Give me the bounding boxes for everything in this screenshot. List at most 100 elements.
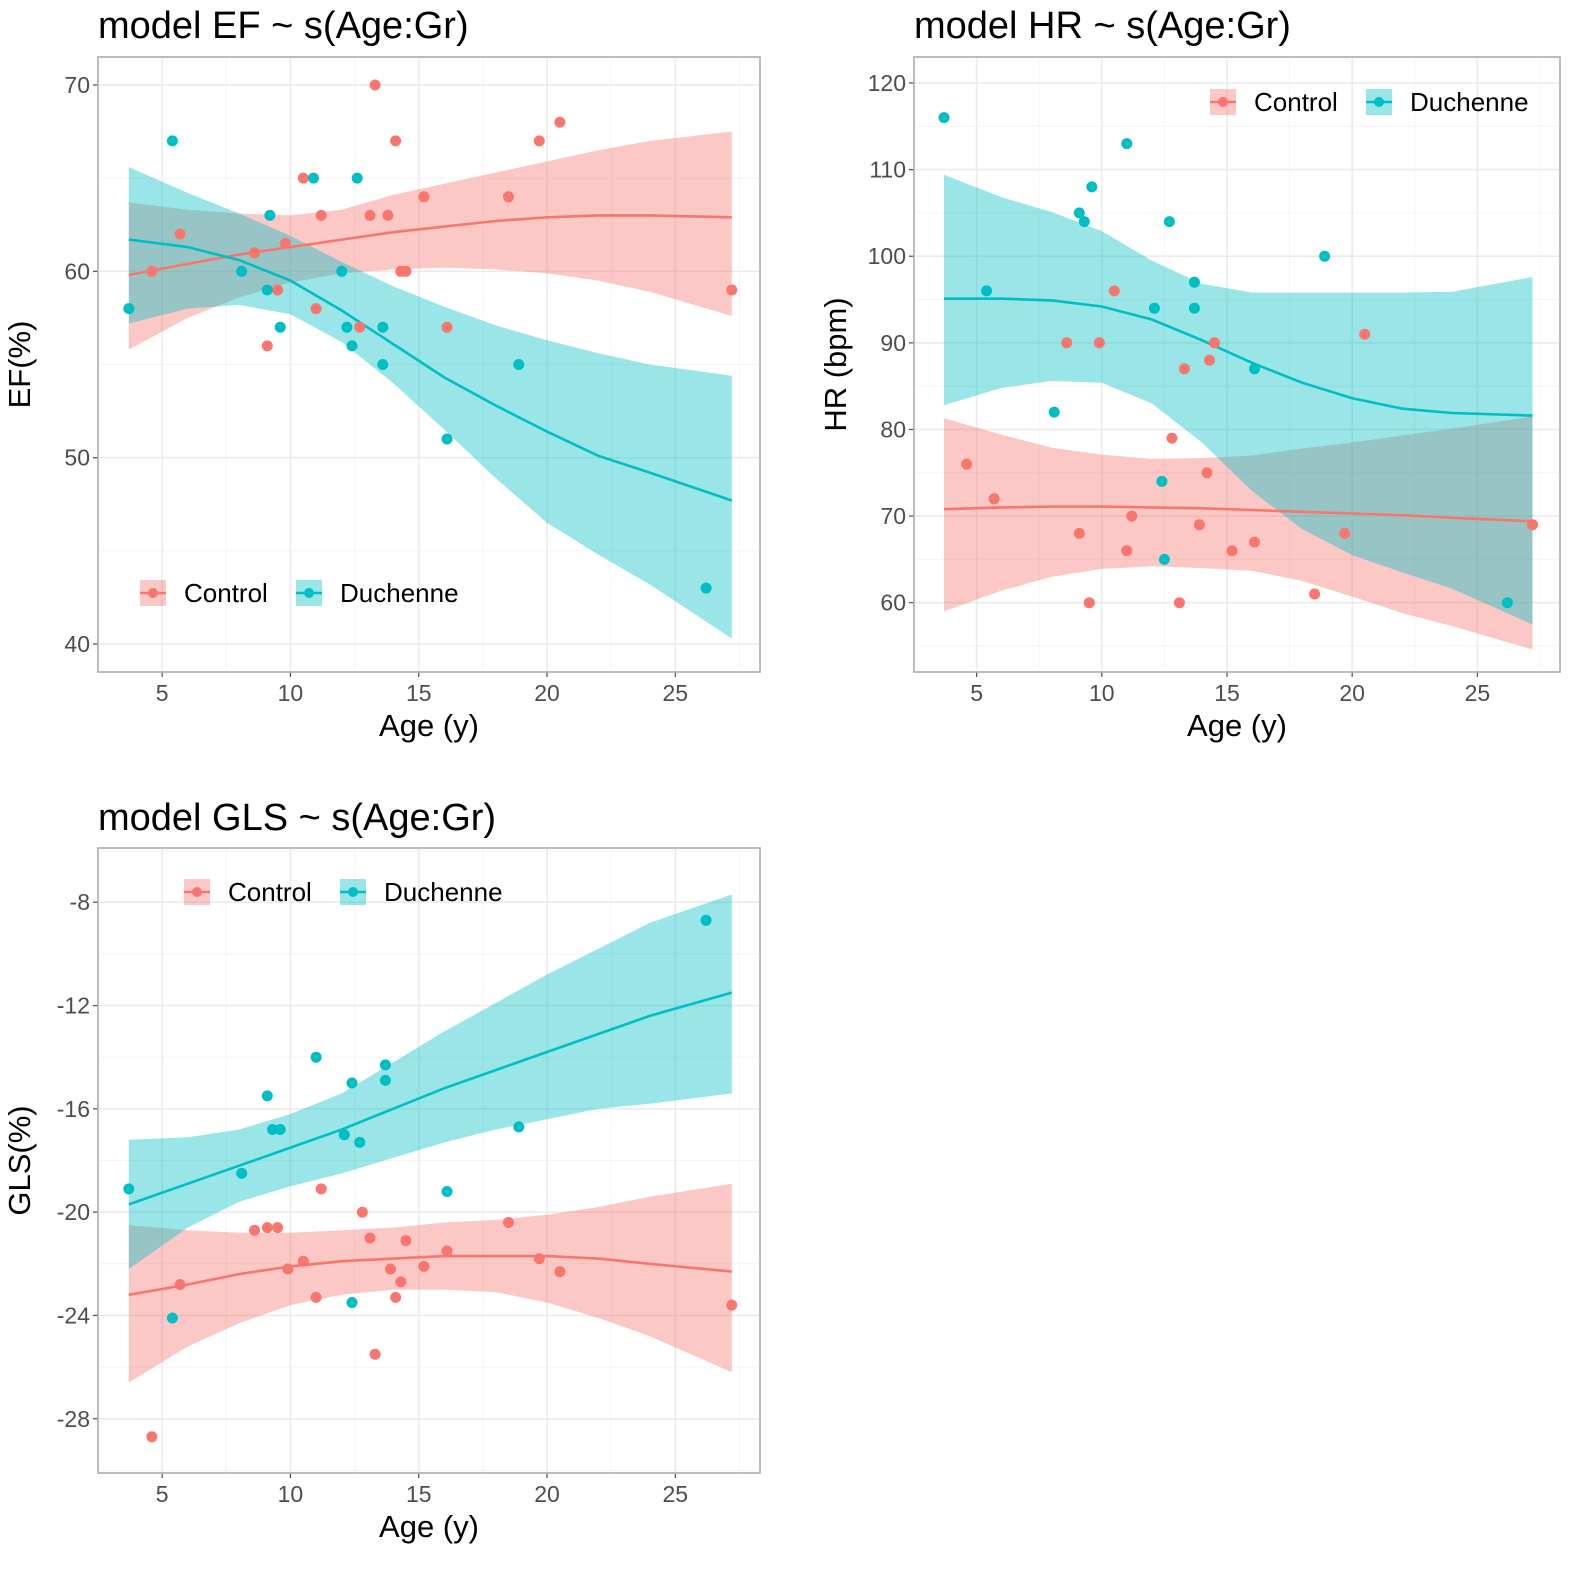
chart-ef: model EF ~ s(Age:Gr) 5 10 15 20 25 40 50 60 70 Age…: [2, 5, 761, 743]
data-point-duchenne: [236, 1167, 248, 1179]
legend: Control Duchenne: [140, 578, 459, 608]
data-point-duchenne: [264, 209, 276, 221]
data-point-duchenne: [981, 285, 993, 297]
x-tick-label: 20: [534, 1481, 560, 1507]
fit-line-duchenne: [944, 297, 1533, 417]
y-axis-title: GLS(%): [2, 1105, 37, 1215]
data-point-control: [1204, 354, 1215, 366]
data-point-duchenne: [354, 1136, 366, 1148]
x-axis-title: Age (y): [379, 1509, 479, 1544]
data-point-control: [1093, 337, 1105, 349]
x-tick-label: 25: [1465, 680, 1491, 706]
data-point-control: [310, 1291, 322, 1303]
y-tick-label: -8: [70, 889, 90, 915]
data-point-control: [297, 172, 309, 184]
data-point-control: [382, 209, 394, 221]
ci-ribbon-control: [128, 131, 732, 350]
data-point-control: [364, 209, 376, 221]
data-point-duchenne: [441, 1186, 453, 1197]
data-point-control: [1173, 597, 1185, 609]
x-tick-label: 25: [663, 1481, 689, 1507]
data-point-control: [1309, 588, 1321, 600]
data-point-control: [1061, 337, 1073, 349]
legend-item-duchenne: Duchenne: [340, 877, 503, 907]
data-point-control: [1209, 337, 1220, 349]
legend: Control Duchenne: [1210, 87, 1529, 117]
data-point-duchenne: [123, 1183, 135, 1195]
chart-hr: model HR ~ s(Age:Gr) 5 10 15 20 25 60 70 80 90 100…: [818, 5, 1561, 743]
data-point-duchenne: [346, 340, 358, 352]
data-point-control: [310, 303, 322, 315]
data-point-control: [385, 1263, 396, 1275]
data-point-duchenne: [336, 265, 348, 277]
plot-area: [938, 112, 1538, 650]
chart-title: model EF ~ s(Age:Gr): [98, 5, 469, 47]
data-point-duchenne: [338, 1129, 350, 1141]
data-point-control: [272, 284, 284, 296]
data-point-duchenne: [1073, 207, 1085, 219]
y-tick-label: 50: [64, 445, 90, 471]
data-point-control: [174, 1279, 186, 1290]
fit-line-duchenne: [128, 238, 733, 502]
y-tick-label: 80: [880, 416, 906, 442]
y-tick-label: 60: [64, 258, 90, 284]
data-point-control: [261, 1222, 273, 1234]
data-point-control: [1201, 467, 1213, 479]
data-point-control: [1121, 545, 1133, 557]
x-tick-label: 20: [1339, 680, 1365, 706]
legend-label: Control: [1254, 87, 1338, 117]
y-tick-label: 110: [869, 157, 906, 183]
data-point-control: [1083, 597, 1095, 609]
plot-area: [123, 894, 738, 1443]
x-tick-label: 15: [406, 680, 432, 706]
legend-item-control: Control: [140, 578, 268, 608]
data-point-duchenne: [1148, 302, 1160, 314]
data-point-control: [1073, 527, 1085, 539]
data-point-duchenne: [267, 1124, 278, 1135]
data-point-duchenne: [1158, 553, 1170, 565]
data-point-control: [1249, 536, 1260, 548]
y-tick-label: 70: [64, 72, 90, 98]
x-tick-label: 15: [406, 1481, 432, 1507]
data-point-control: [369, 79, 381, 91]
data-point-duchenne: [379, 1059, 391, 1071]
x-tick-label: 5: [156, 680, 169, 706]
legend-key-point: [1374, 97, 1384, 107]
data-point-control: [726, 284, 738, 296]
ci-ribbon-duchenne: [128, 894, 732, 1269]
data-point-control: [369, 1348, 381, 1360]
plot-border: [97, 56, 761, 673]
data-point-duchenne: [166, 1312, 178, 1324]
data-point-control: [1339, 527, 1351, 539]
data-point-control: [315, 209, 327, 221]
data-point-duchenne: [377, 359, 389, 370]
data-point-control: [146, 265, 158, 277]
data-point-control: [249, 1224, 260, 1236]
data-point-duchenne: [513, 359, 525, 370]
data-point-duchenne: [700, 914, 712, 926]
data-point-duchenne: [1078, 216, 1090, 228]
x-tick-label: 10: [278, 680, 304, 706]
data-point-control: [418, 1260, 430, 1272]
data-point-control: [390, 1291, 402, 1303]
data-point-control: [554, 1266, 566, 1278]
data-point-duchenne: [261, 1090, 273, 1102]
data-point-duchenne: [274, 321, 286, 333]
data-point-duchenne: [1249, 363, 1260, 375]
data-point-control: [364, 1232, 376, 1244]
x-tick-label: 5: [156, 1481, 169, 1507]
data-point-control: [554, 116, 566, 128]
data-point-duchenne: [1121, 138, 1133, 150]
plot-border: [97, 847, 761, 1474]
legend-label: Control: [228, 877, 312, 907]
chart-title: model GLS ~ s(Age:Gr): [98, 797, 496, 839]
data-point-control: [279, 237, 291, 249]
data-point-duchenne: [938, 112, 950, 124]
data-point-duchenne: [1501, 597, 1513, 609]
data-point-duchenne: [1086, 181, 1098, 193]
x-tick-label: 20: [534, 680, 560, 706]
y-axis-title: HR (bpm): [818, 297, 853, 431]
data-point-control: [272, 1222, 284, 1234]
data-point-duchenne: [236, 265, 248, 277]
